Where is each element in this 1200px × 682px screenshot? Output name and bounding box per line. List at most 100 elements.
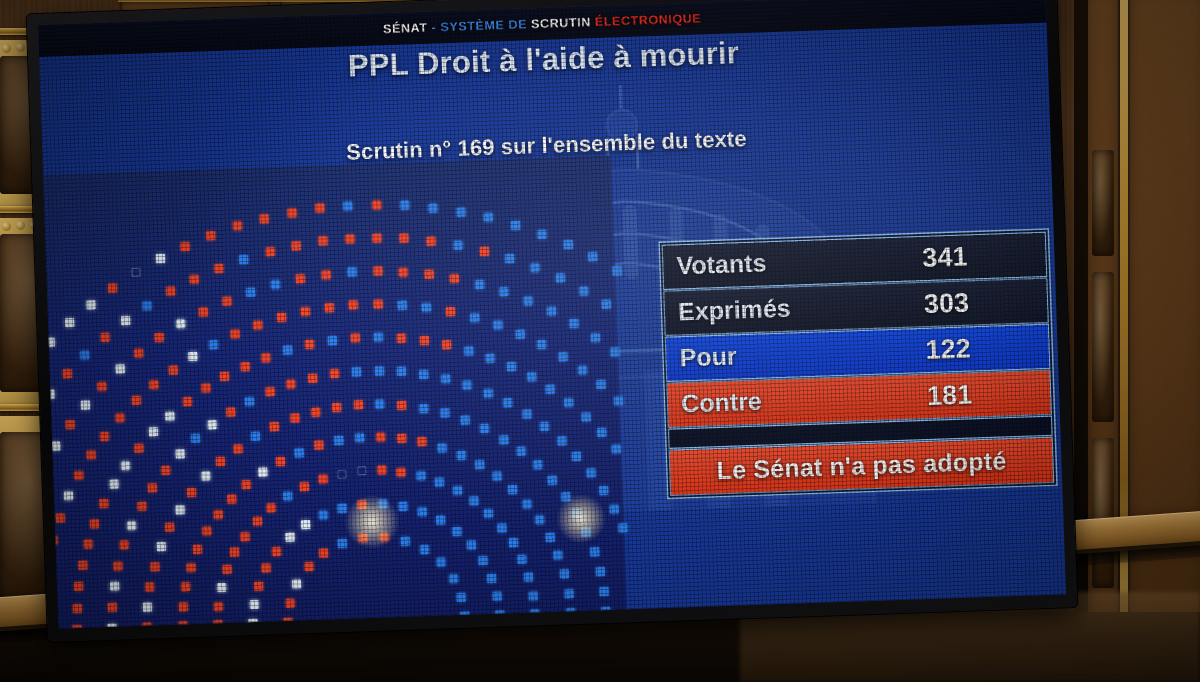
hemicycle-seat <box>442 340 452 350</box>
hemicycle-seat <box>581 527 592 537</box>
hemicycle-seat <box>213 601 224 611</box>
hemicycle-seat <box>165 286 175 297</box>
hemicycle-seat <box>303 562 314 572</box>
hemicycle-seat <box>474 279 485 290</box>
hemicycle-seat <box>240 361 250 372</box>
hemicycle-seat <box>149 426 159 437</box>
hemicycle-seat <box>265 387 275 397</box>
hemicycle-seat <box>590 332 600 342</box>
hemicycle-seat <box>347 267 357 277</box>
hemicycle-seat <box>287 207 297 218</box>
hemicycle-seat <box>272 547 282 557</box>
hemicycle-seat <box>180 241 190 252</box>
hemicycle-seat <box>612 266 622 276</box>
hemicycle-seat <box>154 333 165 343</box>
hemicycle-seat <box>609 504 619 514</box>
gold-pillar-edge-right <box>1120 0 1128 682</box>
result-label-exprimes: Exprimés <box>677 294 792 327</box>
hemicycle-seat <box>55 513 65 523</box>
hemicycle-seat <box>246 287 256 297</box>
hemicycle-seat <box>193 544 203 554</box>
hemicycle-seat <box>286 379 296 389</box>
hemicycle-seat <box>469 496 479 506</box>
hemicycle-seat <box>318 236 328 246</box>
hemicycle-seat <box>569 319 579 329</box>
hemicycle-seat <box>222 565 232 575</box>
hemicycle-seat <box>181 582 191 592</box>
hemicycle-seat <box>305 340 315 350</box>
hemicycle-seat <box>524 572 534 582</box>
hemicycle-seat <box>164 523 175 533</box>
hemicycle-seat <box>107 602 117 613</box>
hemicycle-seat <box>400 200 410 210</box>
hemicycle-seat <box>131 268 140 277</box>
hemicycle-seat <box>492 320 503 330</box>
hemicycle-seat <box>452 486 462 496</box>
hemicycle-seat <box>230 329 241 339</box>
hemicycle-seat <box>398 267 409 277</box>
hemicycle-seat <box>371 199 382 210</box>
pillar-inset-right-2 <box>1092 272 1114 422</box>
hemicycle-seat <box>492 471 502 481</box>
hemicycle-seat <box>213 509 223 520</box>
hemicycle-seat <box>611 444 621 454</box>
hemicycle-seat <box>85 300 96 310</box>
hemicycle-seat <box>98 499 109 509</box>
pillar-inset-right-3 <box>1092 438 1114 588</box>
hemicycle-seat <box>558 351 568 362</box>
hemicycle-seat <box>327 335 338 346</box>
result-value-contre: 181 <box>926 379 973 411</box>
hemicycle-seat <box>175 504 185 515</box>
hemicycle-seat <box>291 240 301 251</box>
hemicycle-seat <box>614 396 624 406</box>
hemicycle-seat <box>321 269 331 280</box>
hemicycle-seat <box>300 307 310 317</box>
hemicycle-seat <box>329 369 340 379</box>
hemicycle-seat <box>563 588 574 599</box>
hemicycle-seat <box>337 469 346 478</box>
hemicycle-seat <box>285 532 295 542</box>
hemicycle-seat <box>532 460 542 470</box>
hemicycle-seat <box>307 373 318 383</box>
hemicycle-seat <box>348 300 359 310</box>
hemicycle-seat <box>417 506 428 517</box>
hemicycle-seat <box>260 213 270 224</box>
hemicycle-seat <box>376 432 386 442</box>
hemicycle-seat <box>160 465 171 475</box>
hemicycle-seat <box>373 332 384 343</box>
hemicycle-seat <box>241 480 251 490</box>
result-label-votants: Votants <box>676 249 767 281</box>
hemicycle-seat <box>537 229 547 239</box>
hemicycle-seat <box>100 431 110 441</box>
hemicycle-seat <box>446 307 456 317</box>
hemicycle-seat <box>318 510 328 520</box>
hemicycle-seat <box>555 273 565 284</box>
hemicycle-seat <box>581 412 591 422</box>
hemicycle-seat <box>239 254 249 264</box>
hemicycle-seat <box>315 203 325 213</box>
hemicycle-seat <box>109 581 120 592</box>
hemicycle-seat <box>285 598 295 608</box>
hemicycle-seat <box>216 583 227 593</box>
hemicycle-seat <box>372 233 382 243</box>
hemicycle-seat <box>437 443 448 453</box>
header-segment-senat: SÉNAT <box>382 20 428 37</box>
hemicycle-seat <box>269 422 280 432</box>
hemicycle-seat <box>357 466 366 475</box>
header-segment-systeme: - SYSTÈME DE <box>427 17 532 35</box>
hemicycle-seat <box>200 471 211 482</box>
result-label-pour: Pour <box>679 342 738 373</box>
hemicycle-seat <box>72 603 82 613</box>
hemicycle-seat <box>586 468 596 478</box>
result-value-exprimes: 303 <box>923 287 970 319</box>
hemicycle-seat <box>337 503 348 513</box>
hemicycle-seat <box>452 526 462 537</box>
hemicycle-seat <box>503 398 513 408</box>
hemicycle-seat <box>189 274 199 284</box>
hemicycle-seat <box>466 540 477 550</box>
hemicycle-seat <box>460 415 470 425</box>
hemicycle-seat <box>515 329 525 339</box>
hemicycle-seat <box>487 573 497 583</box>
hemicycle-seat <box>270 279 281 290</box>
hemicycle-seat <box>292 579 302 589</box>
